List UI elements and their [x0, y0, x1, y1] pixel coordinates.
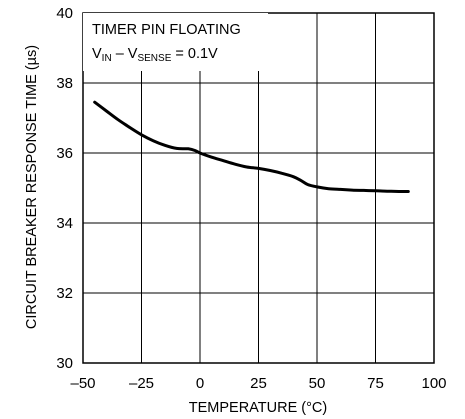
y-tick-labels: 30 32 34 36 38 40	[56, 5, 73, 372]
annotation-line-2: VIN – VSENSE = 0.1V	[92, 46, 218, 64]
y-axis-title: CIRCUIT BREAKER RESPONSE TIME (µs)	[24, 45, 40, 329]
y-tick-label: 38	[56, 75, 73, 92]
y-tick-label: 30	[56, 355, 73, 372]
series-line	[93, 100, 410, 194]
x-tick-label: 50	[309, 375, 326, 392]
x-tick-label: 100	[421, 375, 446, 392]
x-tick-label: –25	[129, 375, 154, 392]
x-tick-label: 0	[196, 375, 204, 392]
x-tick-label: 25	[250, 375, 267, 392]
y-tick-label: 36	[56, 145, 73, 162]
y-tick-label: 32	[56, 285, 73, 302]
x-tick-labels: –50 –25 0 25 50 75 100	[70, 375, 446, 392]
x-tick-label: –50	[70, 375, 95, 392]
y-tick-label: 40	[56, 5, 73, 22]
x-axis-title: TEMPERATURE (°C)	[189, 400, 327, 416]
annotation-line-1: TIMER PIN FLOATING	[92, 22, 241, 38]
annotation-background	[83, 13, 268, 71]
series-layer	[93, 100, 410, 194]
x-tick-label: 75	[367, 375, 384, 392]
y-tick-label: 34	[56, 215, 73, 232]
